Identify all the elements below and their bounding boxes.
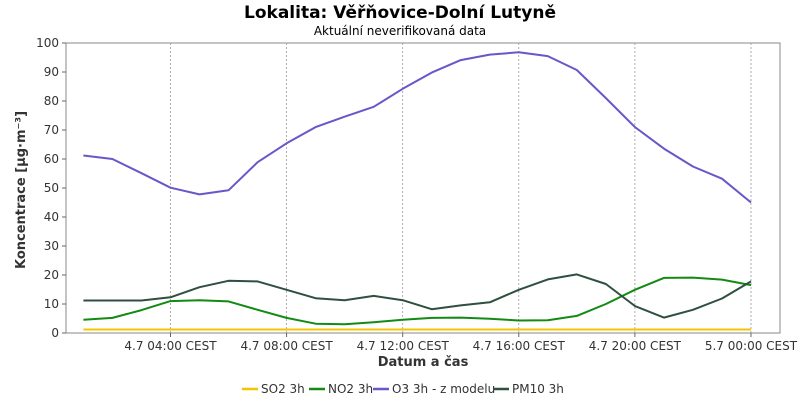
x-tick-label-5: 5.7 00:00 CEST — [705, 339, 798, 353]
x-tick-label-0: 4.7 04:00 CEST — [124, 339, 217, 353]
chart-title: Lokalita: Věřňovice-Dolní Lutyně — [244, 3, 556, 23]
chart-subtitle: Aktuální neverifikovaná data — [314, 24, 486, 38]
y-tick-label-2: 20 — [44, 268, 59, 282]
x-tick-label-4: 4.7 20:00 CEST — [589, 339, 682, 353]
y-tick-label-4: 40 — [44, 210, 59, 224]
x-tick-label-2: 4.7 12:00 CEST — [357, 339, 450, 353]
y-tick-label-8: 80 — [44, 94, 59, 108]
legend-label-2: O3 3h - z modelu — [392, 382, 495, 396]
x-tick-label-1: 4.7 08:00 CEST — [240, 339, 333, 353]
legend: SO2 3h NO2 3h O3 3h - z modelu PM10 3h — [242, 382, 564, 396]
plot-frame — [65, 42, 781, 334]
y-tick-label-7: 70 — [44, 123, 59, 137]
y-tick-label-5: 50 — [44, 181, 59, 195]
x-axis-label: Datum a čas — [378, 355, 469, 370]
series-line-2 — [83, 51, 752, 204]
legend-label-0: SO2 3h — [261, 382, 305, 396]
plot-area: 4.7 04:00 CEST 4.7 08:00 CEST 4.7 12:00 CE… — [36, 36, 798, 353]
series-line-3 — [83, 273, 752, 319]
y-tick-label-0: 0 — [51, 326, 59, 340]
legend-label-3: PM10 3h — [512, 382, 564, 396]
x-tick-label-3: 4.7 16:00 CEST — [473, 339, 566, 353]
y-axis-label: Koncentrace [µg·m⁻³] — [14, 111, 29, 269]
legend-label-1: NO2 3h — [328, 382, 373, 396]
y-tick-label-6: 60 — [44, 152, 59, 166]
series-line-1 — [83, 276, 752, 326]
y-tick-label-3: 30 — [44, 239, 59, 253]
y-tick-label-1: 10 — [44, 297, 59, 311]
y-tick-label-9: 90 — [44, 65, 59, 79]
y-tick-label-10: 100 — [36, 36, 59, 50]
